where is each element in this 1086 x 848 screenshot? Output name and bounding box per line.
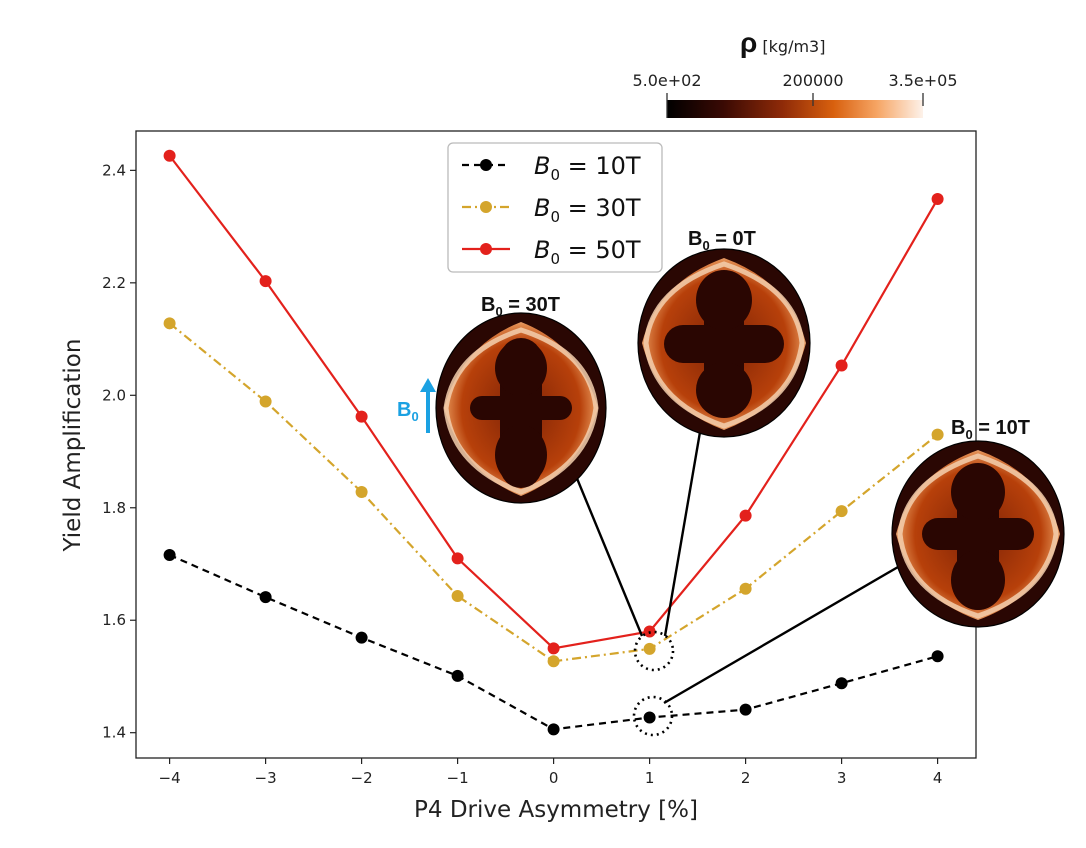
- density-inset-30t: [436, 313, 606, 503]
- x-tick-label: −1: [447, 769, 469, 787]
- colorbar-max-label: 3.5e+05: [888, 71, 957, 90]
- data-point: [259, 591, 272, 604]
- field-arrow-head: [420, 378, 436, 392]
- legend-label-30t: B0 = 30T: [534, 194, 641, 226]
- data-point: [739, 703, 752, 716]
- data-point: [547, 642, 560, 655]
- data-point: [163, 149, 176, 162]
- y-axis-label: Yield Amplification: [60, 339, 86, 553]
- data-point: [355, 486, 368, 499]
- density-inset-0t-outline: [637, 248, 811, 438]
- connector-line-0t: [663, 431, 702, 637]
- x-tick-label: 0: [549, 769, 559, 787]
- data-point: [355, 631, 368, 644]
- x-tick-label: 4: [933, 769, 943, 787]
- data-point: [355, 410, 368, 423]
- data-point: [835, 505, 848, 518]
- colorbar: ρ [kg/m3] 5.0e+02 200000 3.5e+05: [632, 27, 958, 118]
- y-tick-label: 1.8: [102, 499, 126, 517]
- x-tick-label: 3: [837, 769, 847, 787]
- y-tick-label: 2.4: [102, 161, 126, 179]
- data-point: [739, 509, 752, 522]
- legend-box: [447, 142, 663, 273]
- density-inset-10t-outline: [891, 440, 1065, 628]
- field-arrow-label: B0: [397, 399, 419, 424]
- legend-marker-30t: [480, 201, 492, 213]
- y-tick-label: 1.6: [102, 611, 126, 629]
- data-point: [931, 428, 944, 441]
- legend-marker-10t: [480, 159, 492, 171]
- x-tick-label: 1: [645, 769, 655, 787]
- data-point: [643, 711, 656, 724]
- y-tick-label: 1.4: [102, 724, 126, 742]
- data-point: [931, 650, 944, 663]
- legend-label-50t: B0 = 50T: [534, 236, 641, 268]
- data-point: [451, 590, 464, 603]
- data-point: [835, 677, 848, 690]
- data-point: [547, 723, 560, 736]
- x-tick-label: −4: [159, 769, 181, 787]
- inset-label-0t: B0 = 0T: [688, 228, 756, 253]
- y-tick-label: 2.2: [102, 274, 126, 292]
- colorbar-mid-label: 200000: [782, 71, 843, 90]
- connector-line-30t: [574, 475, 644, 637]
- colorbar-min-label: 5.0e+02: [632, 71, 701, 90]
- data-point: [259, 395, 272, 408]
- data-point: [739, 582, 752, 595]
- data-point: [835, 359, 848, 372]
- y-tick-label: 2.0: [102, 386, 126, 404]
- colorbar-title: ρ [kg/m3]: [740, 27, 825, 58]
- highlight-circle-10t: [632, 695, 674, 737]
- x-tick-label: 2: [741, 769, 751, 787]
- highlight-circle-30t: [633, 630, 675, 672]
- colorbar-gradient: [667, 100, 923, 118]
- data-point: [643, 642, 656, 655]
- data-point: [931, 193, 944, 206]
- data-point: [451, 552, 464, 565]
- data-point: [163, 548, 176, 561]
- data-point: [451, 669, 464, 682]
- density-inset-0t: [638, 249, 810, 437]
- x-tick-label: −2: [351, 769, 373, 787]
- legend-label-10t: B0 = 10T: [534, 152, 641, 184]
- data-point: [259, 275, 272, 288]
- x-axis-label: P4 Drive Asymmetry [%]: [414, 797, 698, 823]
- inset-label-30t: B0 = 30T: [481, 294, 560, 319]
- data-point: [163, 317, 176, 330]
- connector-line-10t: [663, 565, 899, 705]
- data-point: [547, 655, 560, 668]
- x-tick-label: −3: [255, 769, 277, 787]
- legend-marker-50t: [480, 243, 492, 255]
- density-inset-30t-outline: [435, 312, 607, 504]
- density-inset-10t: [892, 441, 1064, 627]
- inset-label-10t: B0 = 10T: [951, 417, 1030, 442]
- legend: B0 = 10T B0 = 30T B0 = 50T: [447, 142, 663, 273]
